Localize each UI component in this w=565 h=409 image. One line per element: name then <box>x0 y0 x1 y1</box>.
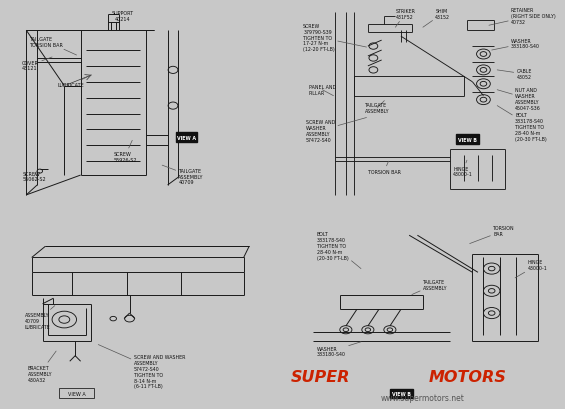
Text: BRACKET
ASSEMBLY
430A32: BRACKET ASSEMBLY 430A32 <box>28 351 56 382</box>
Text: TAILGATE
ASSEMBLY: TAILGATE ASSEMBLY <box>412 279 447 295</box>
Text: VIEW B: VIEW B <box>392 391 411 396</box>
Bar <box>176 133 198 143</box>
Bar <box>59 388 94 398</box>
Text: COVER
43121: COVER 43121 <box>22 58 52 71</box>
Text: TAILGATE
TORSION BAR: TAILGATE TORSION BAR <box>29 37 76 56</box>
Text: BOLT
383178-S40
TIGHTEN TO
28-40 N-m
(20-30 FT-LB): BOLT 383178-S40 TIGHTEN TO 28-40 N-m (20… <box>497 106 547 141</box>
Bar <box>390 389 413 398</box>
Text: SCREW
379790-S39
TIGHTEN TO
17-27 N-m
(12-20 FT-LB): SCREW 379790-S39 TIGHTEN TO 17-27 N-m (1… <box>303 24 367 52</box>
Bar <box>456 135 479 145</box>
Text: LUBRICATE: LUBRICATE <box>58 76 92 88</box>
Text: WASHER
383180-S40: WASHER 383180-S40 <box>492 38 540 51</box>
Text: SCREW
55062-S2: SCREW 55062-S2 <box>22 171 46 182</box>
Text: HINGE
43000-1: HINGE 43000-1 <box>515 260 547 278</box>
Text: VIEW A: VIEW A <box>68 391 85 396</box>
Text: TORSION
BAR: TORSION BAR <box>470 226 515 244</box>
Text: MOTORS: MOTORS <box>428 369 506 384</box>
Text: NUT AND
WASHER
ASSEMBLY
45047-S36: NUT AND WASHER ASSEMBLY 45047-S36 <box>497 88 541 110</box>
Text: WASHER
383180-S40: WASHER 383180-S40 <box>317 342 361 357</box>
Text: VIEW A: VIEW A <box>177 135 196 141</box>
Text: PANEL AND
PILLAR: PANEL AND PILLAR <box>308 85 336 97</box>
Text: TAILGATE
ASSEMBLY: TAILGATE ASSEMBLY <box>365 101 390 114</box>
Text: ASSEMBLY
40709
LUBRICATE: ASSEMBLY 40709 LUBRICATE <box>25 306 55 329</box>
Text: SUPPORT
40214: SUPPORT 40214 <box>112 11 134 22</box>
Text: RETAINER
(RIGHT SIDE ONLY)
40732: RETAINER (RIGHT SIDE ONLY) 40732 <box>489 8 556 26</box>
Text: SCREW
55926-S2: SCREW 55926-S2 <box>113 141 137 162</box>
Text: SUPER: SUPER <box>291 369 350 384</box>
Text: HINGE
43000-1: HINGE 43000-1 <box>453 161 473 177</box>
Text: VIEW B: VIEW B <box>458 137 477 142</box>
Text: TAILGATE
ASSEMBLY
40709: TAILGATE ASSEMBLY 40709 <box>162 166 204 185</box>
Text: SCREW AND
WASHER
ASSEMBLY
57472-S40: SCREW AND WASHER ASSEMBLY 57472-S40 <box>306 118 367 142</box>
Text: SHIM
43152: SHIM 43152 <box>423 9 450 28</box>
Text: CABLE
43052: CABLE 43052 <box>497 69 532 80</box>
Text: STRIKER
431F52: STRIKER 431F52 <box>396 9 415 28</box>
Text: SCREW AND WASHER
ASSEMBLY
57472-S40
TIGHTEN TO
8-14 N-m
(6-11 FT-LB): SCREW AND WASHER ASSEMBLY 57472-S40 TIGH… <box>98 345 185 389</box>
Text: TORSION BAR: TORSION BAR <box>368 162 401 174</box>
Text: BOLT
383178-S40
TIGHTEN TO
28-40 N-m
(20-30 FT-LB): BOLT 383178-S40 TIGHTEN TO 28-40 N-m (20… <box>317 232 361 269</box>
Text: www.supermotors.net: www.supermotors.net <box>381 393 465 402</box>
